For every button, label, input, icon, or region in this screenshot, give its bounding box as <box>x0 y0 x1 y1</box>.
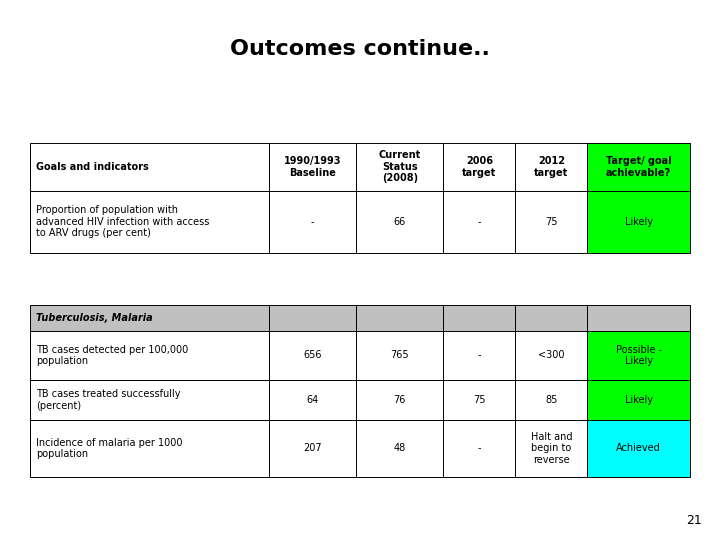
Bar <box>588 331 690 380</box>
Text: Target/ goal
achievable?: Target/ goal achievable? <box>606 156 672 178</box>
Bar <box>356 191 444 253</box>
Bar <box>588 380 690 420</box>
Bar <box>269 380 356 420</box>
Text: Incidence of malaria per 1000
population: Incidence of malaria per 1000 population <box>36 437 182 459</box>
Text: Goals and indicators: Goals and indicators <box>36 162 149 172</box>
Text: Outcomes continue..: Outcomes continue.. <box>230 38 490 59</box>
Bar <box>444 331 516 380</box>
Bar <box>30 331 269 380</box>
Bar <box>269 331 356 380</box>
Bar <box>516 331 588 380</box>
Text: Current
Status
(2008): Current Status (2008) <box>379 150 421 184</box>
Text: 21: 21 <box>686 514 702 526</box>
Bar <box>516 305 588 331</box>
Text: 2012
target: 2012 target <box>534 156 569 178</box>
Bar <box>269 143 356 191</box>
Bar <box>588 305 690 331</box>
Text: 64: 64 <box>307 395 319 405</box>
Bar <box>588 191 690 253</box>
Bar <box>269 191 356 253</box>
Text: TB cases treated successfully
(percent): TB cases treated successfully (percent) <box>36 389 181 410</box>
Text: 75: 75 <box>473 395 486 405</box>
Text: Possible -
Likely: Possible - Likely <box>616 345 662 366</box>
Bar <box>356 143 444 191</box>
Text: Likely: Likely <box>624 217 652 227</box>
Text: 76: 76 <box>394 395 406 405</box>
Bar <box>516 191 588 253</box>
Text: -: - <box>477 350 481 360</box>
Bar <box>516 143 588 191</box>
Bar <box>269 305 356 331</box>
Text: Achieved: Achieved <box>616 443 661 454</box>
Text: Tuberculosis, Malaria: Tuberculosis, Malaria <box>36 313 153 323</box>
Text: 1990/1993
Baseline: 1990/1993 Baseline <box>284 156 341 178</box>
Bar <box>444 191 516 253</box>
Text: 66: 66 <box>394 217 406 227</box>
Text: 207: 207 <box>303 443 322 454</box>
Text: -: - <box>477 443 481 454</box>
Text: 85: 85 <box>545 395 557 405</box>
Bar <box>516 420 588 477</box>
Text: Halt and
begin to
reverse: Halt and begin to reverse <box>531 432 572 465</box>
Bar <box>356 420 444 477</box>
Bar <box>30 420 269 477</box>
Text: 656: 656 <box>303 350 322 360</box>
Text: 48: 48 <box>394 443 406 454</box>
Text: 2006
target: 2006 target <box>462 156 497 178</box>
Bar <box>30 380 269 420</box>
Bar <box>30 305 269 331</box>
Bar <box>444 305 516 331</box>
Bar <box>356 305 444 331</box>
Bar <box>444 143 516 191</box>
Bar <box>30 143 269 191</box>
Text: TB cases detected per 100,000
population: TB cases detected per 100,000 population <box>36 345 188 366</box>
Text: -: - <box>477 217 481 227</box>
Text: <300: <300 <box>538 350 564 360</box>
Bar <box>588 143 690 191</box>
Bar <box>30 191 269 253</box>
Text: 75: 75 <box>545 217 558 227</box>
Bar <box>444 380 516 420</box>
Text: Likely: Likely <box>624 395 652 405</box>
Text: 765: 765 <box>390 350 409 360</box>
Bar <box>356 331 444 380</box>
Bar <box>356 380 444 420</box>
Bar <box>588 420 690 477</box>
Bar <box>516 380 588 420</box>
Text: -: - <box>311 217 315 227</box>
Bar <box>444 420 516 477</box>
Text: Proportion of population with
advanced HIV infection with access
to ARV drugs (p: Proportion of population with advanced H… <box>36 205 210 238</box>
Bar <box>269 420 356 477</box>
